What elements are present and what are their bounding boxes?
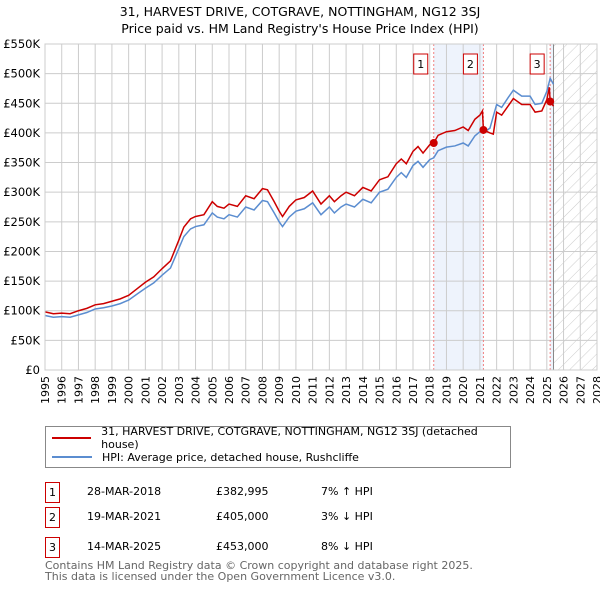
y-tick-label: £500K	[3, 67, 40, 81]
y-tick-label: £100K	[3, 304, 40, 318]
x-tick-label: 2006	[223, 376, 236, 404]
sale-label-box	[413, 53, 429, 75]
sale-price: £405,000	[216, 510, 269, 523]
y-tick-label: £400K	[3, 126, 40, 140]
x-tick-label: 2017	[407, 376, 420, 404]
x-tick-label: 2000	[123, 376, 136, 404]
chart-subtitle: Price paid vs. HM Land Registry's House …	[121, 21, 479, 36]
sale-label-box	[462, 53, 478, 75]
y-tick-label: £350K	[3, 156, 40, 170]
sale-point	[479, 125, 488, 134]
sale-date: 19-MAR-2021	[87, 510, 162, 523]
shaded-period	[550, 44, 554, 370]
x-tick-label: 2004	[190, 376, 203, 404]
x-tick-label: 2012	[323, 376, 336, 404]
x-tick-label: 2001	[139, 376, 152, 404]
x-tick-label: 1996	[56, 376, 69, 404]
sale-date: 28-MAR-2018	[87, 485, 162, 498]
x-tick-label: 2018	[424, 376, 437, 404]
x-tick-label: 2005	[206, 376, 219, 404]
sale-point	[546, 97, 555, 106]
x-tick-label: 2013	[340, 376, 353, 404]
sale-marker: 1	[45, 482, 60, 503]
x-tick-label: 2020	[457, 376, 470, 404]
legend-label-hpi: HPI: Average price, detached house, Rush…	[102, 450, 359, 464]
legend: 31, HARVEST DRIVE, COTGRAVE, NOTTINGHAM,…	[45, 425, 511, 468]
sale-price: £382,995	[216, 485, 269, 498]
footer: Contains HM Land Registry data © Crown c…	[45, 560, 473, 582]
x-tick-label: 2025	[541, 376, 554, 404]
x-tick-label: 2009	[273, 376, 286, 404]
x-tick-label: 2023	[507, 376, 520, 404]
sale-hpi-diff: 8% ↓ HPI	[321, 540, 373, 553]
price-chart: 1995 1996 1997 1998 1999 2000 2001 2002 2003 2004…	[3, 37, 600, 404]
x-tick-label: 1999	[106, 376, 119, 404]
footer-licence: This data is licensed under the Open Gov…	[45, 570, 396, 583]
x-tick-label: 1997	[72, 376, 85, 404]
x-tick-label: 2022	[491, 376, 504, 404]
footer-copyright: Contains HM Land Registry data © Crown c…	[45, 559, 473, 572]
forecast-hatch	[553, 44, 597, 370]
x-tick-label: 1998	[89, 376, 102, 404]
sale-hpi-diff: 3% ↓ HPI	[321, 510, 373, 523]
y-tick-label: £200K	[3, 244, 40, 258]
y-tick-label: £50K	[11, 333, 41, 347]
legend-swatch-red	[52, 437, 92, 439]
x-tick-label: 2027	[574, 376, 587, 404]
x-tick-label: 2008	[256, 376, 269, 404]
chart-title: 31, HARVEST DRIVE, COTGRAVE, NOTTINGHAM,…	[119, 4, 481, 19]
sale-label: 1	[417, 58, 424, 71]
sale-marker: 2	[45, 507, 60, 528]
y-tick-label: £250K	[3, 215, 40, 229]
sale-label-box	[529, 53, 545, 75]
plot-frame	[44, 43, 598, 371]
y-tick-label: £450K	[3, 96, 40, 110]
sale-marker: 3	[45, 537, 60, 558]
sale-price: £453,000	[216, 540, 269, 553]
legend-label-property: 31, HARVEST DRIVE, COTGRAVE, NOTTINGHAM,…	[101, 425, 478, 451]
x-tick-label: 2019	[440, 376, 453, 404]
y-tick-label: £0	[25, 363, 40, 377]
x-tick-label: 2003	[173, 376, 186, 404]
sale-label: 2	[467, 58, 474, 71]
property-line	[44, 87, 555, 315]
x-tick-label: 2026	[558, 376, 571, 404]
x-tick-label: 2010	[290, 376, 303, 404]
x-tick-label: 2016	[390, 376, 403, 404]
x-tick-label: 2014	[357, 376, 370, 404]
sale-hpi-diff: 7% ↑ HPI	[321, 485, 373, 498]
y-tick-label: £150K	[3, 274, 40, 288]
x-tick-label: 2011	[307, 376, 320, 404]
x-tick-label: 2024	[524, 376, 537, 404]
sale-label: 3	[534, 58, 541, 71]
x-tick-label: 2007	[240, 376, 253, 404]
x-tick-label: 2002	[156, 376, 169, 404]
x-tick-label: 1995	[39, 376, 52, 404]
sale-point	[429, 138, 438, 147]
y-tick-label: £300K	[3, 185, 40, 199]
sale-date: 14-MAR-2025	[87, 540, 162, 553]
legend-swatch-blue	[52, 456, 92, 458]
shaded-period	[433, 44, 484, 370]
x-tick-label: 2015	[374, 376, 387, 404]
x-tick-label: 2028	[591, 376, 600, 404]
x-tick-label: 2021	[474, 376, 487, 404]
y-tick-label: £550K	[3, 37, 40, 51]
